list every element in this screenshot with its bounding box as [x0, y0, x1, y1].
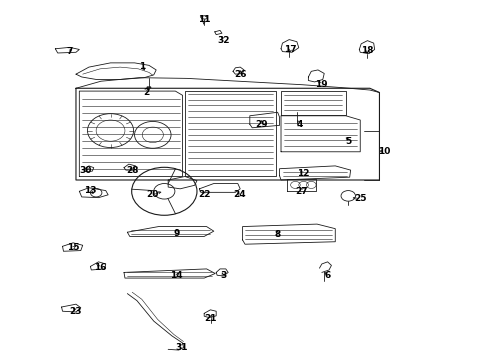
Polygon shape — [281, 116, 360, 152]
Polygon shape — [250, 112, 280, 128]
Text: 1: 1 — [139, 62, 145, 71]
Polygon shape — [79, 91, 183, 176]
Polygon shape — [90, 262, 106, 270]
Text: 14: 14 — [171, 271, 183, 280]
Text: 26: 26 — [234, 70, 246, 79]
Text: 29: 29 — [255, 120, 268, 129]
Text: 5: 5 — [345, 137, 351, 146]
Text: 9: 9 — [173, 229, 180, 238]
Text: 21: 21 — [204, 314, 217, 323]
Text: 30: 30 — [79, 166, 92, 175]
Polygon shape — [62, 304, 81, 312]
Polygon shape — [287, 179, 316, 190]
Text: 6: 6 — [324, 271, 331, 280]
Text: 17: 17 — [284, 45, 297, 54]
Text: 4: 4 — [297, 120, 303, 129]
Polygon shape — [63, 243, 83, 251]
Polygon shape — [204, 310, 216, 318]
Polygon shape — [168, 176, 197, 189]
Polygon shape — [215, 30, 222, 35]
Text: 8: 8 — [274, 230, 281, 239]
Polygon shape — [124, 269, 215, 278]
Text: 15: 15 — [67, 243, 79, 252]
Text: 12: 12 — [297, 169, 310, 178]
Text: 20: 20 — [147, 190, 159, 199]
Text: 16: 16 — [94, 263, 106, 272]
Polygon shape — [76, 88, 379, 180]
Text: 25: 25 — [354, 194, 367, 203]
Polygon shape — [359, 41, 375, 54]
Text: 19: 19 — [316, 80, 328, 89]
Text: 13: 13 — [84, 186, 97, 195]
Polygon shape — [55, 48, 79, 53]
Text: 27: 27 — [295, 187, 308, 196]
Polygon shape — [79, 188, 108, 198]
Polygon shape — [280, 166, 351, 180]
Polygon shape — [281, 91, 346, 115]
Text: 22: 22 — [198, 190, 210, 199]
Text: 10: 10 — [378, 147, 391, 156]
Polygon shape — [185, 91, 276, 176]
Polygon shape — [199, 184, 240, 192]
Polygon shape — [124, 164, 136, 170]
Polygon shape — [243, 224, 335, 244]
Polygon shape — [127, 226, 214, 237]
Polygon shape — [281, 40, 299, 52]
Text: 18: 18 — [361, 46, 374, 55]
Polygon shape — [233, 67, 244, 74]
Text: 28: 28 — [126, 166, 138, 175]
Text: 24: 24 — [233, 190, 245, 199]
Text: 2: 2 — [144, 88, 149, 97]
Text: 11: 11 — [198, 15, 210, 24]
Polygon shape — [216, 269, 228, 276]
Polygon shape — [76, 63, 156, 80]
Polygon shape — [201, 15, 208, 19]
Polygon shape — [84, 166, 94, 171]
Text: 32: 32 — [217, 36, 230, 45]
Text: 7: 7 — [67, 47, 73, 56]
Text: 23: 23 — [70, 307, 82, 316]
Polygon shape — [308, 70, 324, 82]
Polygon shape — [147, 87, 151, 90]
Text: 3: 3 — [220, 271, 226, 280]
Text: 31: 31 — [175, 343, 188, 352]
